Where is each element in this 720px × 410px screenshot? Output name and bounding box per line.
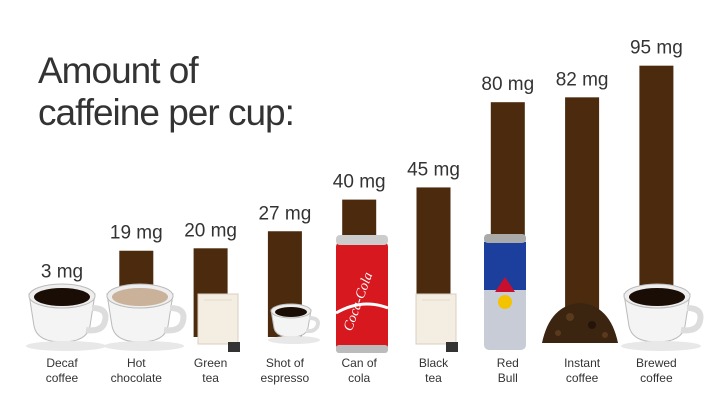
value-label: 20 mg [184,220,237,241]
icon-decaf [26,284,106,351]
icon-brewed [621,284,701,351]
category-label: Red Bull [496,356,519,385]
icon-espresso [266,302,322,346]
value-label: 80 mg [481,74,534,95]
value-label: 27 mg [258,203,311,224]
category-label: Shot of espresso [260,356,310,385]
category-label: Decaf coffee [45,356,79,385]
value-label: 82 mg [556,69,609,90]
category-label: Instant coffee [564,356,601,385]
icon-green-tea [197,293,241,353]
value-label: 3 mg [41,262,83,283]
icon-cola [334,233,390,355]
chart-title: Amount of caffeine per cup: [38,50,295,133]
icon-instant [542,303,618,343]
value-label: 19 mg [110,223,163,244]
category-label: Brewed coffee [636,356,677,385]
icon-red-bull [484,234,526,350]
category-label: Green tea [193,356,228,385]
value-label: 95 mg [630,38,683,59]
bar [565,97,600,337]
category-label: Hot chocolate [110,356,162,385]
category-label: Black tea [418,356,449,385]
value-label: 45 mg [407,159,460,180]
icon-black-tea [415,293,459,353]
category-label: Can of cola [341,356,377,385]
value-label: 40 mg [333,172,386,193]
icon-chocolate [104,284,184,351]
